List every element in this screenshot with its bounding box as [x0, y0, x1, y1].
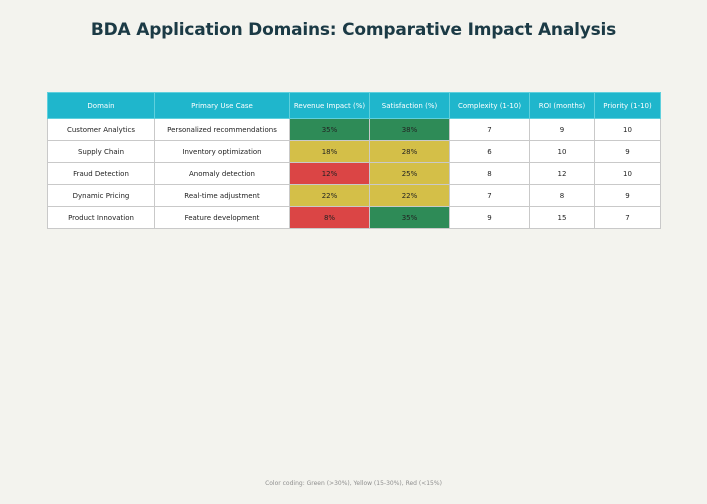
column-header: ROI (months) — [529, 92, 595, 119]
table-cell: Real-time adjustment — [154, 184, 290, 207]
column-header: Priority (1-10) — [594, 92, 661, 119]
table-cell: Customer Analytics — [47, 118, 155, 141]
table-row: Product Innovation Feature development 8… — [47, 206, 661, 229]
table-cell: Personalized recommendations — [154, 118, 290, 141]
table-row: Supply Chain Inventory optimization 18% … — [47, 140, 661, 163]
page-title: BDA Application Domains: Comparative Imp… — [90, 20, 617, 40]
table-header-row: Domain Primary Use Case Revenue Impact (… — [47, 92, 661, 119]
table-cell: 7 — [449, 184, 530, 207]
table-cell: 8 — [449, 162, 530, 185]
table-cell: 8% — [289, 206, 370, 229]
table-cell: 9 — [594, 184, 661, 207]
table-cell: 22% — [289, 184, 370, 207]
table-row: Fraud Detection Anomaly detection 12% 25… — [47, 162, 661, 185]
table-cell: 7 — [449, 118, 530, 141]
table-cell: 10 — [529, 140, 595, 163]
table-cell: Dynamic Pricing — [47, 184, 155, 207]
table-cell: 38% — [369, 118, 450, 141]
table-cell: 18% — [289, 140, 370, 163]
column-header: Complexity (1-10) — [449, 92, 530, 119]
color-legend-note: Color coding: Green (>30%), Yellow (15-3… — [265, 480, 442, 487]
table-cell: 10 — [594, 162, 661, 185]
table-cell: 28% — [369, 140, 450, 163]
table-cell: Fraud Detection — [47, 162, 155, 185]
column-header: Primary Use Case — [154, 92, 290, 119]
column-header: Domain — [47, 92, 155, 119]
table-cell: 9 — [449, 206, 530, 229]
column-header: Satisfaction (%) — [369, 92, 450, 119]
table-cell: 10 — [594, 118, 661, 141]
table-cell: 25% — [369, 162, 450, 185]
table-cell: 7 — [594, 206, 661, 229]
table-cell: 35% — [369, 206, 450, 229]
table-cell: Anomaly detection — [154, 162, 290, 185]
table-cell: 9 — [529, 118, 595, 141]
table-cell: 15 — [529, 206, 595, 229]
table-cell: 8 — [529, 184, 595, 207]
column-header: Revenue Impact (%) — [289, 92, 370, 119]
table-cell: 9 — [594, 140, 661, 163]
table-cell: Supply Chain — [47, 140, 155, 163]
table-cell: 12% — [289, 162, 370, 185]
table-row: Dynamic Pricing Real-time adjustment 22%… — [47, 184, 661, 207]
table-cell: 22% — [369, 184, 450, 207]
table-row: Customer Analytics Personalized recommen… — [47, 118, 661, 141]
impact-table: Domain Primary Use Case Revenue Impact (… — [47, 92, 661, 229]
table-cell: Feature development — [154, 206, 290, 229]
table-cell: 12 — [529, 162, 595, 185]
table-cell: 6 — [449, 140, 530, 163]
table-cell: 35% — [289, 118, 370, 141]
table-cell: Product Innovation — [47, 206, 155, 229]
table-cell: Inventory optimization — [154, 140, 290, 163]
